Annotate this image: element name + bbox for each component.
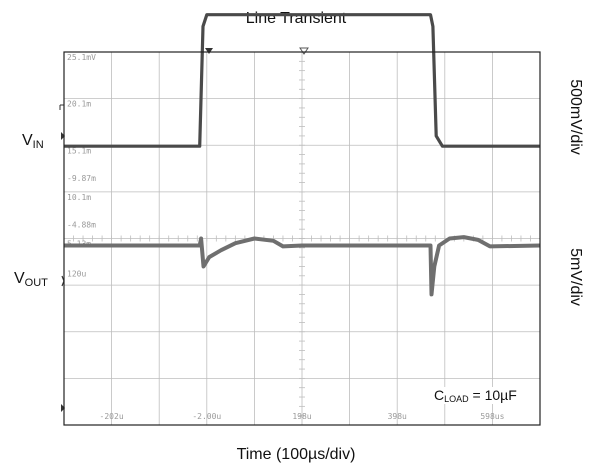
x-tick-label: 198u xyxy=(292,412,311,421)
delay-marker xyxy=(299,47,309,55)
trigger-marker xyxy=(205,48,213,54)
vin-trace xyxy=(64,13,540,148)
x-tick-label: 398u xyxy=(388,412,407,421)
markers xyxy=(59,47,309,412)
x-axis-label: Time (100µs/div) xyxy=(236,446,356,463)
vout-scale-label: 5mV/div xyxy=(567,248,584,306)
traces xyxy=(64,13,541,297)
x-tick-label: -202u xyxy=(100,412,124,421)
ch2-tick-label: -9.87m xyxy=(67,174,96,183)
level-marker xyxy=(59,104,64,110)
x-tick-label: -2.00u xyxy=(192,412,221,421)
ch2-tick-label: -4.88m xyxy=(67,221,96,230)
ch1-tick-label: 15.1m xyxy=(67,146,91,155)
ch1-tick-label: 10.1m xyxy=(67,193,91,202)
ch1-tick-label: 20.1m xyxy=(67,100,91,109)
ch2-tick-label: 120u xyxy=(67,269,86,278)
math-marker xyxy=(61,404,65,412)
ch1-tick-label: 25.1mV xyxy=(67,53,96,62)
vout-trace xyxy=(64,235,541,297)
vout-label: VOUT xyxy=(14,270,48,289)
x-tick-label: 598us xyxy=(480,412,504,421)
cload-annotation: CLOAD = 10µF xyxy=(432,387,519,404)
ch1-ground-marker xyxy=(61,132,65,140)
vin-label: VIN xyxy=(22,132,44,151)
scale-labels: 25.1mV20.1m15.1m10.1m5.13m120u-4.88m-9.8… xyxy=(67,53,505,421)
plot-frame xyxy=(63,51,541,426)
vin-scale-label: 500mV/div xyxy=(567,79,584,155)
